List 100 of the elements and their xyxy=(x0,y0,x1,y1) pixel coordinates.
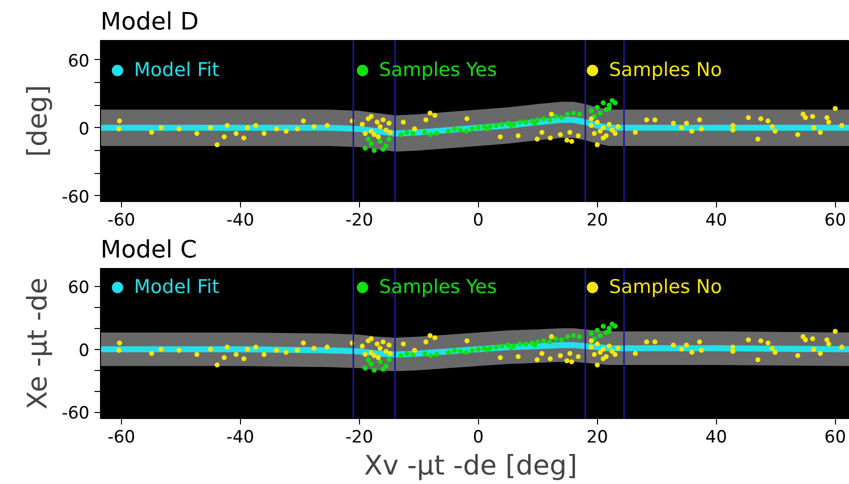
point xyxy=(565,112,570,117)
point xyxy=(576,334,582,340)
point xyxy=(428,353,434,358)
y-tick-label: 0 xyxy=(78,340,90,361)
point xyxy=(446,350,452,355)
point xyxy=(612,100,618,106)
point xyxy=(547,339,552,344)
point xyxy=(372,368,377,373)
x-axis-title: Xv -µt -de [deg] xyxy=(364,450,578,482)
point xyxy=(541,338,546,344)
x-tick-label: -60 xyxy=(107,428,136,448)
x-tick-label: 60 xyxy=(824,428,846,448)
point xyxy=(553,114,558,119)
x-tick-label: -40 xyxy=(226,210,254,230)
point xyxy=(598,333,603,338)
point xyxy=(458,128,463,133)
point xyxy=(565,334,570,340)
point xyxy=(384,364,389,369)
point xyxy=(446,128,452,134)
point xyxy=(410,352,416,358)
point xyxy=(428,132,434,138)
point xyxy=(606,106,612,112)
point xyxy=(368,361,374,366)
point xyxy=(378,138,383,144)
point xyxy=(535,339,540,344)
chart-title: Model D xyxy=(100,8,199,36)
point xyxy=(494,344,499,350)
point xyxy=(398,132,404,138)
point xyxy=(588,331,594,336)
point xyxy=(404,130,410,135)
point xyxy=(422,350,428,356)
x-tick-label: 0 xyxy=(472,210,484,230)
point xyxy=(366,357,371,362)
x-tick-label: -60 xyxy=(107,210,136,230)
point xyxy=(398,353,404,358)
point xyxy=(378,359,383,364)
point xyxy=(464,350,469,355)
point xyxy=(532,120,538,126)
x-tick-label: -40 xyxy=(226,428,254,448)
point xyxy=(598,110,603,116)
x-tick-label: 20 xyxy=(586,210,608,230)
point xyxy=(547,117,552,122)
point xyxy=(612,324,618,329)
point xyxy=(404,350,410,356)
point xyxy=(484,126,490,132)
point xyxy=(476,125,481,130)
point xyxy=(517,342,522,347)
x-tick-label: -20 xyxy=(345,428,374,448)
point xyxy=(464,128,469,134)
point xyxy=(529,118,534,124)
y-axis-title: [deg] xyxy=(22,85,54,157)
legend-label: Model Fit xyxy=(134,59,220,81)
point xyxy=(410,130,416,136)
point xyxy=(594,328,600,333)
y-axis-title: Xe -µt -de xyxy=(22,277,54,410)
point xyxy=(386,136,392,142)
point xyxy=(508,344,514,350)
point xyxy=(500,122,505,127)
point xyxy=(600,324,606,329)
y-tick-label: 0 xyxy=(78,119,90,140)
point xyxy=(535,117,540,122)
legend-label: Model Fit xyxy=(134,276,220,298)
point xyxy=(380,146,386,152)
x-tick-label: 40 xyxy=(705,428,728,448)
point xyxy=(366,136,371,142)
x-tick-label: -20 xyxy=(345,210,374,230)
point xyxy=(484,348,490,353)
point xyxy=(470,348,475,353)
x-tick-label: 40 xyxy=(705,210,728,230)
point xyxy=(434,130,440,136)
chart-title: Model C xyxy=(100,236,197,264)
point xyxy=(422,130,428,135)
point xyxy=(386,357,392,362)
point xyxy=(470,126,475,132)
point xyxy=(452,126,457,132)
point xyxy=(570,333,576,338)
point xyxy=(368,141,374,146)
point xyxy=(452,348,457,353)
y-tick-label: -60 xyxy=(62,187,90,208)
point xyxy=(594,104,600,110)
point xyxy=(362,146,368,151)
x-tick-label: 20 xyxy=(586,428,608,448)
point xyxy=(570,110,576,116)
point xyxy=(553,336,558,342)
point xyxy=(523,120,528,125)
point xyxy=(434,352,440,358)
y-tick-label: 60 xyxy=(68,51,90,72)
point xyxy=(559,337,564,342)
point xyxy=(508,123,514,128)
point xyxy=(588,108,594,114)
point xyxy=(476,346,481,352)
point xyxy=(500,344,505,349)
point xyxy=(559,115,564,120)
y-tick-label: 60 xyxy=(68,278,90,298)
point xyxy=(384,143,389,148)
point xyxy=(380,366,386,372)
y-tick-label: -60 xyxy=(62,404,90,424)
point xyxy=(362,366,368,371)
x-tick-label: 60 xyxy=(824,210,846,230)
x-tick-label: 0 xyxy=(472,428,484,448)
